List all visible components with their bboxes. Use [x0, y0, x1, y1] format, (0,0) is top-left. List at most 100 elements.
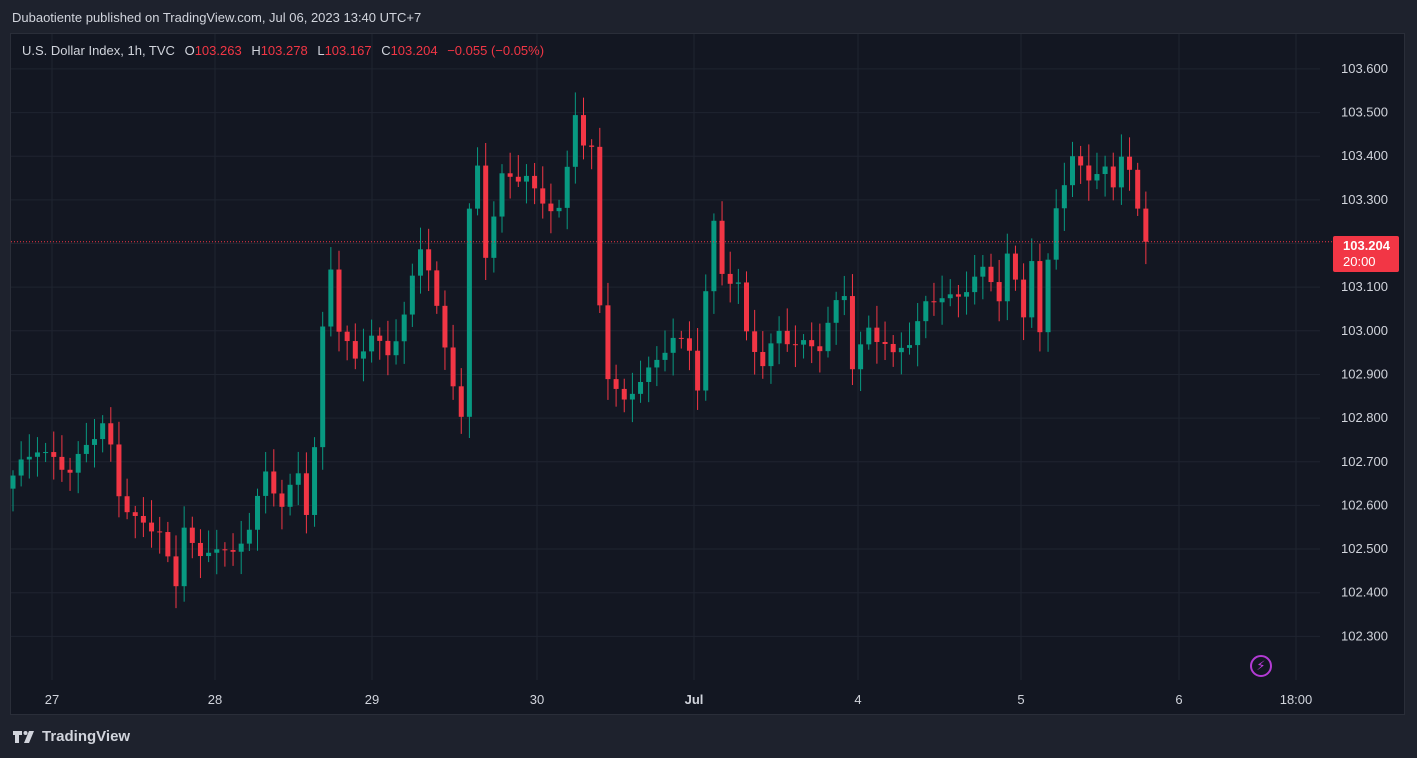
candle[interactable]: [605, 282, 611, 400]
candle[interactable]: [703, 274, 709, 401]
candle[interactable]: [744, 271, 749, 341]
candle[interactable]: [581, 97, 586, 160]
candle[interactable]: [849, 274, 855, 386]
candle[interactable]: [303, 452, 309, 534]
candle[interactable]: [532, 162, 538, 205]
candle[interactable]: [222, 542, 228, 567]
candle[interactable]: [238, 520, 244, 575]
candle[interactable]: [434, 261, 440, 314]
candle[interactable]: [898, 332, 904, 375]
candle[interactable]: [401, 301, 407, 364]
candle[interactable]: [295, 451, 301, 506]
candle[interactable]: [654, 346, 660, 387]
candle[interactable]: [132, 505, 138, 539]
candle[interactable]: [540, 166, 546, 219]
candle[interactable]: [768, 333, 774, 384]
candle[interactable]: [10, 470, 16, 512]
candle[interactable]: [833, 291, 839, 345]
candle[interactable]: [140, 497, 146, 538]
candle[interactable]: [882, 321, 888, 361]
candle[interactable]: [1061, 162, 1067, 231]
candle[interactable]: [124, 478, 130, 520]
candle[interactable]: [638, 360, 644, 403]
candle[interactable]: [1053, 189, 1059, 270]
candle[interactable]: [515, 155, 521, 188]
candle[interactable]: [312, 437, 318, 527]
candle[interactable]: [287, 473, 293, 516]
candle[interactable]: [92, 419, 97, 468]
candle[interactable]: [621, 378, 627, 413]
candle[interactable]: [1135, 162, 1141, 216]
tradingview-brand[interactable]: TradingView: [12, 728, 130, 745]
candle[interactable]: [1004, 233, 1010, 321]
candle[interactable]: [776, 316, 782, 365]
candle[interactable]: [1029, 238, 1035, 328]
candle[interactable]: [279, 479, 285, 530]
candle[interactable]: [230, 533, 236, 566]
candle[interactable]: [809, 322, 815, 364]
candle[interactable]: [246, 512, 252, 551]
candle[interactable]: [548, 183, 554, 234]
candle[interactable]: [923, 295, 929, 339]
candle[interactable]: [695, 328, 701, 410]
candle[interactable]: [915, 303, 921, 367]
candle[interactable]: [181, 506, 187, 602]
candle[interactable]: [825, 306, 831, 358]
candle[interactable]: [466, 203, 472, 439]
candle[interactable]: [26, 434, 32, 479]
candle[interactable]: [784, 308, 790, 352]
candle[interactable]: [1037, 243, 1043, 352]
candle[interactable]: [1021, 263, 1027, 341]
candle[interactable]: [964, 271, 970, 315]
candle[interactable]: [735, 268, 741, 304]
candle[interactable]: [75, 441, 81, 494]
candle[interactable]: [426, 228, 432, 292]
candle[interactable]: [1127, 137, 1133, 191]
candle[interactable]: [116, 421, 122, 518]
candle[interactable]: [360, 328, 366, 382]
candle[interactable]: [214, 529, 220, 575]
candle[interactable]: [866, 315, 872, 350]
candle[interactable]: [817, 323, 823, 373]
candle[interactable]: [385, 320, 391, 376]
candle[interactable]: [988, 253, 994, 292]
candle[interactable]: [890, 335, 896, 367]
candle[interactable]: [678, 330, 684, 349]
candle[interactable]: [662, 330, 668, 372]
candle[interactable]: [499, 164, 505, 233]
candle[interactable]: [1143, 191, 1149, 265]
candle[interactable]: [149, 500, 155, 548]
candle[interactable]: [418, 227, 423, 294]
candle[interactable]: [369, 319, 375, 363]
candle[interactable]: [475, 147, 481, 216]
candle[interactable]: [572, 92, 578, 184]
candle[interactable]: [43, 442, 49, 463]
candle[interactable]: [352, 323, 358, 370]
candle[interactable]: [646, 356, 652, 403]
candle[interactable]: [483, 143, 489, 281]
candle[interactable]: [189, 516, 195, 559]
candle[interactable]: [1070, 141, 1075, 197]
candle[interactable]: [792, 325, 798, 368]
candle[interactable]: [336, 250, 342, 352]
candle[interactable]: [255, 488, 260, 551]
candle[interactable]: [907, 322, 912, 355]
candle[interactable]: [165, 521, 171, 563]
candle[interactable]: [108, 407, 114, 462]
candle[interactable]: [320, 311, 326, 470]
candle[interactable]: [1012, 245, 1018, 291]
candle[interactable]: [931, 282, 937, 316]
candle[interactable]: [629, 372, 635, 423]
candle[interactable]: [507, 152, 513, 199]
candle[interactable]: [1094, 152, 1100, 190]
candle[interactable]: [686, 321, 692, 371]
candle[interactable]: [719, 201, 725, 286]
candle[interactable]: [271, 449, 277, 507]
candle[interactable]: [1086, 144, 1092, 201]
candle[interactable]: [1110, 152, 1116, 201]
candle[interactable]: [760, 331, 766, 379]
candle[interactable]: [597, 127, 603, 314]
candle[interactable]: [1102, 155, 1108, 197]
lightning-icon[interactable]: ⚡: [1250, 655, 1272, 677]
